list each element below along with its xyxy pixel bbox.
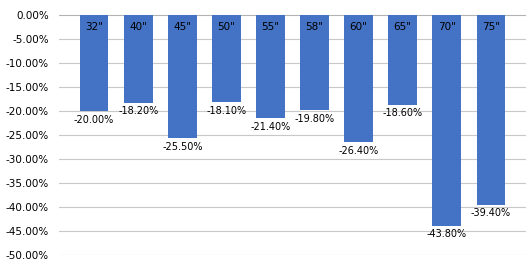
Text: -18.10%: -18.10%	[206, 106, 246, 116]
Text: -26.40%: -26.40%	[338, 146, 379, 156]
Bar	[212, 15, 240, 102]
Text: -21.40%: -21.40%	[251, 122, 290, 132]
Text: -39.40%: -39.40%	[471, 208, 511, 218]
Text: -25.50%: -25.50%	[162, 142, 203, 152]
Text: -20.00%: -20.00%	[74, 115, 114, 125]
Bar	[433, 15, 461, 226]
Text: 45": 45"	[173, 22, 192, 32]
Text: 65": 65"	[394, 22, 412, 32]
Bar	[80, 15, 109, 111]
Bar	[388, 15, 417, 105]
Text: 70": 70"	[438, 22, 456, 32]
Text: -19.80%: -19.80%	[295, 114, 335, 124]
Text: 60": 60"	[350, 22, 368, 32]
Bar	[300, 15, 329, 110]
Bar	[168, 15, 197, 138]
Text: -18.60%: -18.60%	[383, 108, 423, 118]
Bar	[256, 15, 285, 118]
Text: 50": 50"	[218, 22, 235, 32]
Bar	[124, 15, 153, 103]
Text: -43.80%: -43.80%	[427, 230, 467, 239]
Bar	[477, 15, 505, 205]
Text: 75": 75"	[482, 22, 500, 32]
Text: 55": 55"	[261, 22, 279, 32]
Text: 40": 40"	[129, 22, 147, 32]
Bar	[344, 15, 373, 142]
Text: 58": 58"	[305, 22, 323, 32]
Text: 32": 32"	[85, 22, 103, 32]
Text: -18.20%: -18.20%	[118, 107, 159, 116]
